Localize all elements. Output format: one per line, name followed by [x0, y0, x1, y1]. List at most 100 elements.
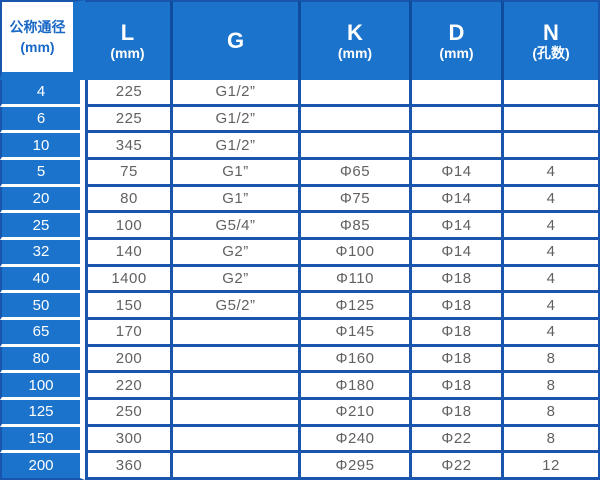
- table-cell: 8: [501, 346, 600, 374]
- table-cell: 225: [85, 80, 170, 107]
- column-header-nominal-diameter: 公称通径 (mm): [0, 0, 85, 80]
- row-header-cell: 20: [0, 186, 85, 214]
- column-header-unit: (mm): [110, 45, 145, 62]
- row-header-cell: 65: [0, 319, 85, 347]
- table-cell: Φ18: [409, 266, 501, 294]
- table-cell: Φ14: [409, 186, 501, 214]
- row-header-cell: 80: [0, 346, 85, 374]
- table-cell: Φ110: [298, 266, 409, 294]
- table-cell: [298, 133, 409, 160]
- table-cell: 345: [85, 133, 170, 160]
- row-header-cell: 50: [0, 293, 85, 320]
- table-cell: G1”: [170, 186, 298, 214]
- column-header-label: N: [543, 19, 559, 45]
- table-cell: 4: [501, 319, 600, 347]
- table-cell: G5/2”: [170, 293, 298, 320]
- row-header-cell: 40: [0, 266, 85, 294]
- table-cell: [501, 133, 600, 160]
- table-cell: 4: [501, 293, 600, 320]
- table-cell: [409, 133, 501, 160]
- column-header-N: N (孔数): [501, 0, 600, 80]
- column-header-label: L: [120, 19, 135, 45]
- row-header-cell: 6: [0, 106, 85, 134]
- table-cell: 250: [85, 399, 170, 427]
- table-cell: Φ18: [409, 399, 501, 427]
- table-cell: Φ100: [298, 239, 409, 267]
- row-header-cell: 150: [0, 426, 85, 454]
- column-header-label: G: [226, 28, 245, 54]
- table-cell: [409, 106, 501, 134]
- table-cell: 4: [501, 159, 600, 187]
- table-cell: [298, 106, 409, 134]
- column-header-unit: (mm): [439, 45, 474, 62]
- table-cell: 4: [501, 266, 600, 294]
- table-cell: 8: [501, 426, 600, 454]
- table-cell: 8: [501, 399, 600, 427]
- table-cell: Φ14: [409, 159, 501, 187]
- row-header-cell: 5: [0, 159, 85, 187]
- row-header-cell: 200: [0, 453, 85, 480]
- row-header-cell: 32: [0, 239, 85, 267]
- table-cell: G2”: [170, 266, 298, 294]
- table-cell: Φ14: [409, 239, 501, 267]
- table-cell: [170, 373, 298, 400]
- column-header-label: K: [347, 19, 363, 45]
- table-cell: 220: [85, 373, 170, 400]
- table-cell: Φ240: [298, 426, 409, 454]
- column-header-unit: (mm): [337, 45, 373, 62]
- table-cell: Φ14: [409, 213, 501, 240]
- table-cell: 8: [501, 373, 600, 400]
- row-header-cell: 25: [0, 213, 85, 240]
- table-cell: G1/2”: [170, 133, 298, 160]
- row-header-cell: 100: [0, 373, 85, 400]
- row-header-cell: 125: [0, 399, 85, 427]
- table-cell: Φ160: [298, 346, 409, 374]
- table-cell: 4: [501, 239, 600, 267]
- column-header-K: K (mm): [298, 0, 409, 80]
- table-cell: Φ22: [409, 426, 501, 454]
- table-cell: [409, 80, 501, 107]
- table-cell: [170, 426, 298, 454]
- row-header-cell: 4: [0, 80, 85, 107]
- table-cell: [298, 80, 409, 107]
- table-cell: Φ22: [409, 453, 501, 480]
- table-cell: Φ75: [298, 186, 409, 214]
- table-cell: Φ65: [298, 159, 409, 187]
- table-cell: 12: [501, 453, 600, 480]
- column-header-unit: (孔数): [532, 45, 570, 62]
- table-cell: Φ18: [409, 373, 501, 400]
- column-header-label: 公称通径: [9, 18, 66, 35]
- table-cell: G1”: [170, 159, 298, 187]
- table-cell: 140: [85, 239, 170, 267]
- table-cell: G1/2”: [170, 106, 298, 134]
- table-cell: [501, 106, 600, 134]
- table-cell: 4: [501, 186, 600, 214]
- table-cell: 4: [501, 213, 600, 240]
- table-cell: [170, 399, 298, 427]
- row-header-cell: 10: [0, 133, 85, 160]
- table-cell: 300: [85, 426, 170, 454]
- column-header-label: D: [448, 19, 465, 45]
- table-cell: [170, 453, 298, 480]
- table-cell: Φ180: [298, 373, 409, 400]
- table-cell: 200: [85, 346, 170, 374]
- table-cell: G1/2”: [170, 80, 298, 107]
- table-cell: 170: [85, 319, 170, 347]
- table-cell: Φ18: [409, 346, 501, 374]
- table-cell: 100: [85, 213, 170, 240]
- table-cell: 80: [85, 186, 170, 214]
- table-cell: 225: [85, 106, 170, 134]
- column-header-D: D (mm): [409, 0, 501, 80]
- table-cell: 75: [85, 159, 170, 187]
- table-cell: Φ210: [298, 399, 409, 427]
- table-cell: 1400: [85, 266, 170, 294]
- table-cell: 360: [85, 453, 170, 480]
- table-cell: Φ85: [298, 213, 409, 240]
- column-header-unit: (mm): [20, 39, 55, 55]
- table-cell: Φ295: [298, 453, 409, 480]
- column-header-L: L (mm): [85, 0, 170, 80]
- table-cell: Φ125: [298, 293, 409, 320]
- table-cell: [501, 80, 600, 107]
- table-cell: G2”: [170, 239, 298, 267]
